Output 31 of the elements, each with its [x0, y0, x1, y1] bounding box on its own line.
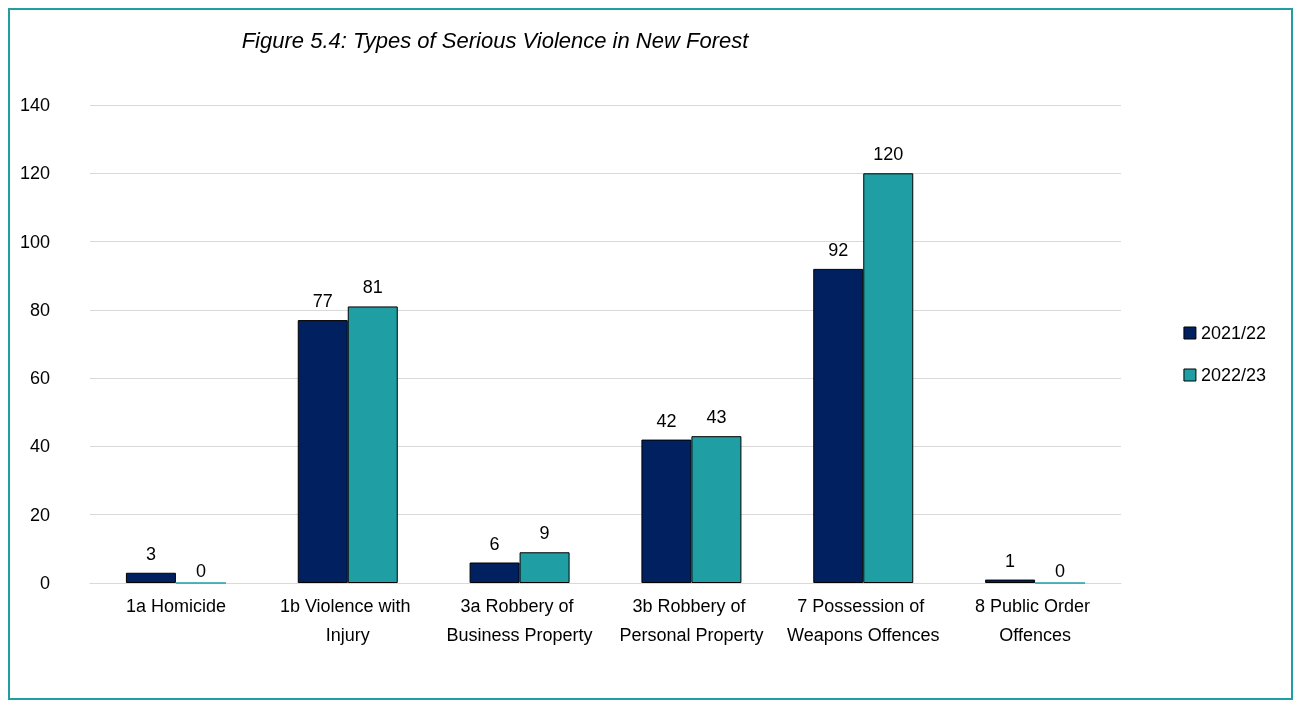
- data-label: 92: [828, 239, 849, 260]
- chart-title: Figure 5.4: Types of Serious Violence in New Forest: [241, 27, 750, 53]
- legend-label: 2021/22: [1200, 323, 1267, 343]
- y-tick-label: 80: [29, 299, 50, 320]
- data-label: 0: [195, 560, 206, 581]
- data-label: 9: [539, 523, 550, 544]
- data-label: 3: [145, 543, 156, 564]
- data-label: 43: [706, 407, 727, 428]
- bar: [985, 579, 1036, 583]
- data-label: 0: [1055, 560, 1066, 581]
- y-tick-label: 120: [19, 163, 50, 184]
- x-tick-label: 7 Possession of Weapons Offences: [787, 595, 940, 645]
- y-tick-label: 140: [19, 95, 50, 115]
- x-tick-label: 8 Public Order Offences: [975, 595, 1096, 645]
- data-label: 120: [873, 144, 904, 165]
- y-tick-label: 0: [39, 573, 50, 593]
- y-tick-label: 60: [29, 368, 50, 389]
- data-label: 81: [362, 277, 383, 298]
- x-tick-label: 3b Robbery of Personal Property: [619, 595, 764, 645]
- legend-label: 2022/23: [1200, 365, 1267, 385]
- x-tick-label: 1a Homicide: [125, 595, 226, 616]
- data-label: 77: [312, 291, 333, 312]
- x-tick-label: 3a Robbery of Business Property: [446, 595, 593, 645]
- y-tick-label: 100: [19, 231, 50, 252]
- y-tick-label: 40: [29, 436, 50, 457]
- data-label: 1: [1005, 550, 1016, 571]
- x-tick-label: 1b Violence with Injury: [279, 595, 416, 645]
- data-label: 42: [656, 410, 677, 431]
- bar: [125, 572, 176, 583]
- y-tick-label: 20: [29, 504, 50, 525]
- data-label: 6: [489, 533, 500, 554]
